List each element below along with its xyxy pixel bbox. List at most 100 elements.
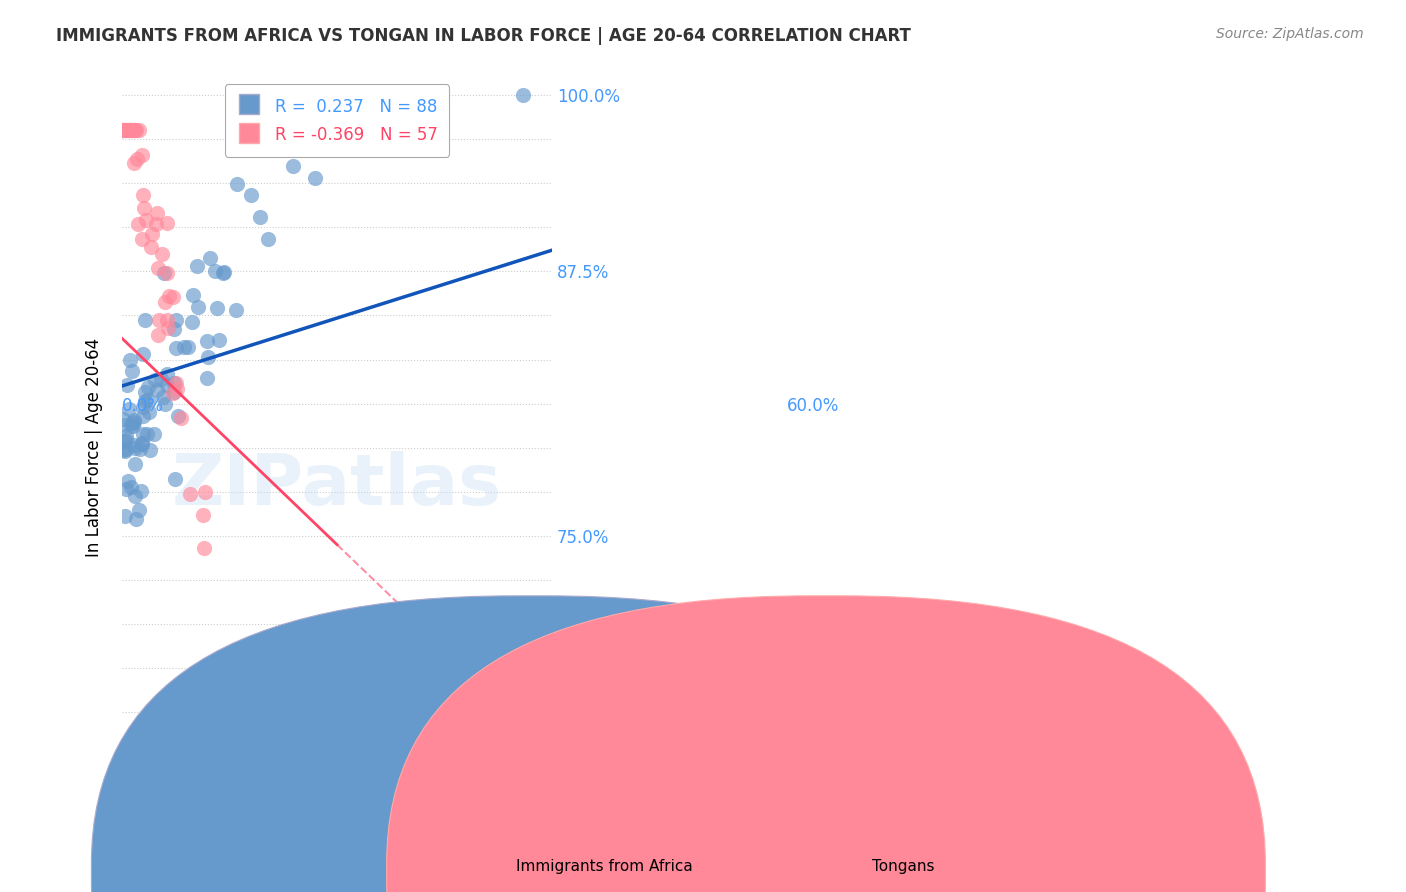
- Point: [112, 434, 135, 448]
- Point: [173, 341, 195, 355]
- Point: [204, 264, 226, 278]
- Point: [257, 232, 280, 246]
- Point: [141, 227, 163, 241]
- Point: [165, 376, 187, 391]
- Point: [193, 508, 215, 522]
- Point: [114, 429, 136, 443]
- Point: [207, 720, 229, 734]
- Y-axis label: In Labor Force | Age 20-64: In Labor Force | Age 20-64: [86, 338, 103, 558]
- Point: [124, 123, 146, 137]
- Point: [148, 313, 170, 327]
- Point: [217, 704, 239, 718]
- Point: [128, 503, 150, 517]
- Point: [139, 442, 162, 457]
- Point: [162, 385, 184, 400]
- Point: [124, 458, 146, 472]
- Point: [131, 148, 153, 162]
- Point: [512, 87, 534, 102]
- Point: [205, 301, 228, 315]
- Point: [224, 779, 246, 793]
- Point: [135, 212, 157, 227]
- Point: [114, 508, 136, 523]
- Point: [115, 442, 138, 456]
- Point: [132, 409, 155, 423]
- Point: [177, 340, 200, 354]
- Point: [118, 352, 141, 367]
- Point: [193, 541, 215, 555]
- Point: [214, 264, 236, 278]
- Point: [249, 210, 271, 224]
- Point: [132, 347, 155, 361]
- Point: [193, 484, 215, 499]
- Point: [121, 418, 143, 433]
- Point: [311, 98, 333, 112]
- Point: [111, 123, 134, 137]
- Point: [253, 793, 276, 807]
- Point: [143, 373, 166, 387]
- Point: [477, 850, 499, 864]
- Point: [132, 187, 155, 202]
- Point: [121, 416, 143, 430]
- Point: [165, 313, 187, 327]
- Point: [181, 288, 204, 302]
- Point: [121, 364, 143, 378]
- Point: [163, 472, 186, 486]
- Point: [181, 315, 204, 329]
- Point: [125, 512, 148, 526]
- Point: [162, 376, 184, 390]
- Point: [114, 444, 136, 458]
- Point: [470, 797, 492, 811]
- Point: [112, 442, 135, 457]
- Point: [120, 123, 142, 137]
- Point: [112, 123, 135, 137]
- Point: [120, 123, 142, 137]
- Point: [138, 405, 160, 419]
- Point: [153, 397, 176, 411]
- Point: [129, 483, 152, 498]
- Point: [312, 108, 335, 122]
- Point: [304, 171, 326, 186]
- Point: [141, 240, 163, 254]
- Point: [209, 693, 232, 707]
- Point: [111, 123, 134, 137]
- Text: Source: ZipAtlas.com: Source: ZipAtlas.com: [1216, 27, 1364, 41]
- Point: [132, 401, 155, 415]
- Point: [157, 288, 180, 302]
- Point: [165, 342, 187, 356]
- Point: [132, 427, 155, 442]
- Point: [145, 217, 167, 231]
- Point: [131, 437, 153, 451]
- Point: [166, 382, 188, 396]
- Point: [115, 482, 138, 496]
- Point: [115, 123, 138, 137]
- Point: [122, 123, 145, 137]
- Point: [120, 480, 142, 494]
- Point: [266, 793, 288, 807]
- Point: [156, 266, 179, 280]
- Point: [156, 313, 179, 327]
- Point: [124, 489, 146, 503]
- Point: [131, 232, 153, 246]
- Point: [146, 383, 169, 397]
- Point: [120, 419, 142, 434]
- Point: [129, 442, 152, 456]
- Point: [134, 385, 156, 400]
- Point: [150, 372, 173, 386]
- Point: [243, 793, 266, 807]
- Point: [122, 413, 145, 427]
- Point: [111, 123, 134, 137]
- Point: [186, 260, 208, 274]
- Point: [134, 312, 156, 326]
- Point: [127, 217, 149, 231]
- Point: [167, 409, 190, 423]
- Point: [131, 436, 153, 450]
- Point: [195, 334, 218, 348]
- Text: 60.0%: 60.0%: [786, 397, 839, 415]
- Text: 0.0%: 0.0%: [122, 397, 165, 415]
- Point: [153, 295, 176, 310]
- Point: [134, 393, 156, 408]
- Point: [212, 267, 235, 281]
- Point: [163, 322, 186, 336]
- Point: [162, 290, 184, 304]
- Point: [271, 115, 294, 129]
